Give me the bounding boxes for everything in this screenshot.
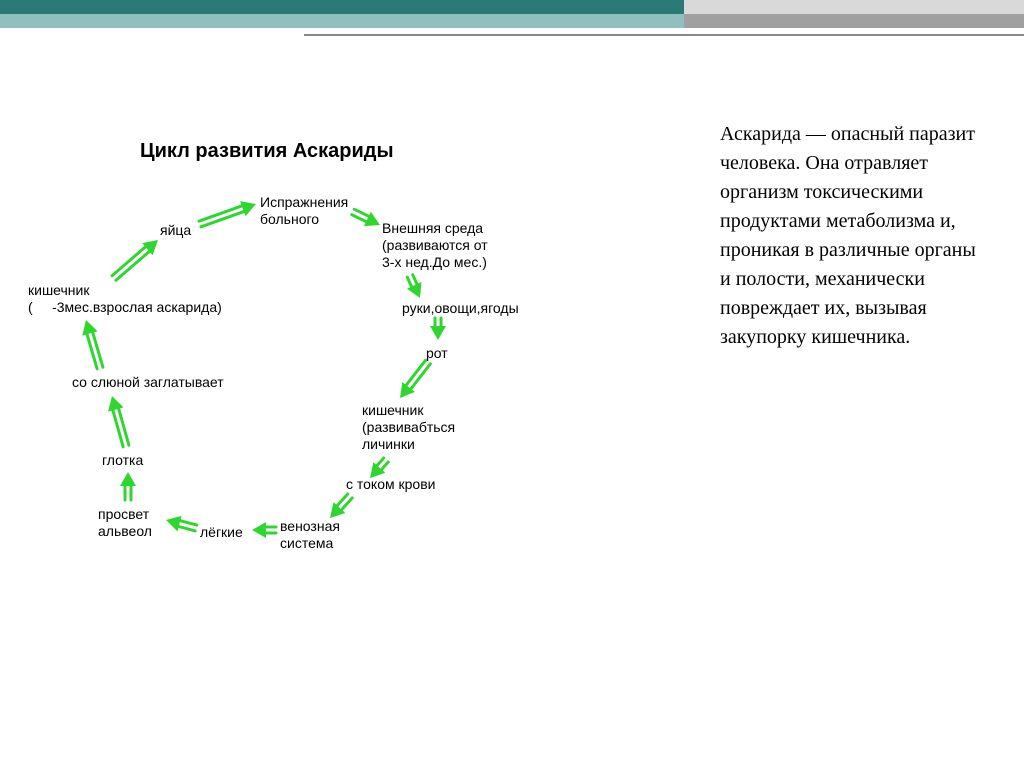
diagram-node-n6: с током крови [346, 476, 435, 493]
diagram-node-n8: лёгкие [200, 524, 243, 541]
header-bar [0, 0, 1024, 28]
diagram-node-n2: Внешняя среда (развиваются от 3-х нед.До… [382, 220, 488, 270]
header-top-right [684, 0, 1024, 14]
arrow-line-9 [118, 405, 129, 445]
explanation-text: Аскарида — опасный паразит человека. Она… [720, 120, 990, 352]
header-bottom-right [684, 14, 1024, 28]
arrow-head-12 [240, 201, 256, 216]
arrow-head-8 [120, 472, 136, 486]
header-top-main [0, 0, 684, 14]
diagram-node-n4: рот [426, 345, 448, 362]
header-underline [304, 34, 1024, 36]
header-bottom-main [0, 14, 684, 28]
arrow-layer [10, 140, 710, 660]
arrow-head-10 [82, 320, 97, 336]
arrow-head-2 [430, 326, 446, 340]
header-top-row [0, 0, 1024, 14]
arrow-line-10 [92, 329, 103, 367]
diagram-node-n9: просвет альвеол [98, 506, 152, 540]
diagram-node-n11: со слюной заглатывает [72, 374, 224, 391]
arrow-line-11 [112, 244, 148, 275]
arrow-line-11 [116, 249, 152, 280]
arrow-line-9 [112, 406, 123, 446]
arrow-line-10 [86, 330, 97, 368]
arrow-head-7 [166, 516, 182, 531]
diagram-node-n7: венозная система [280, 518, 340, 552]
diagram-node-n5: кишечник (развивабться личинки [362, 402, 455, 452]
diagram-node-n13: яйца [160, 222, 191, 239]
arrow-head-6 [252, 522, 266, 538]
diagram-node-n12: кишечник ( -3мес.взрослая аскарида) [28, 282, 222, 316]
header-bottom-row [0, 14, 1024, 28]
diagram-node-n1: Испражнения больного [260, 194, 348, 228]
diagram-node-n3: руки,овощи,ягоды [402, 300, 519, 317]
arrow-head-9 [108, 396, 123, 412]
diagram-node-n10: глотка [102, 452, 143, 469]
lifecycle-diagram: Цикл развития Аскариды Испражнения больн… [10, 140, 710, 660]
